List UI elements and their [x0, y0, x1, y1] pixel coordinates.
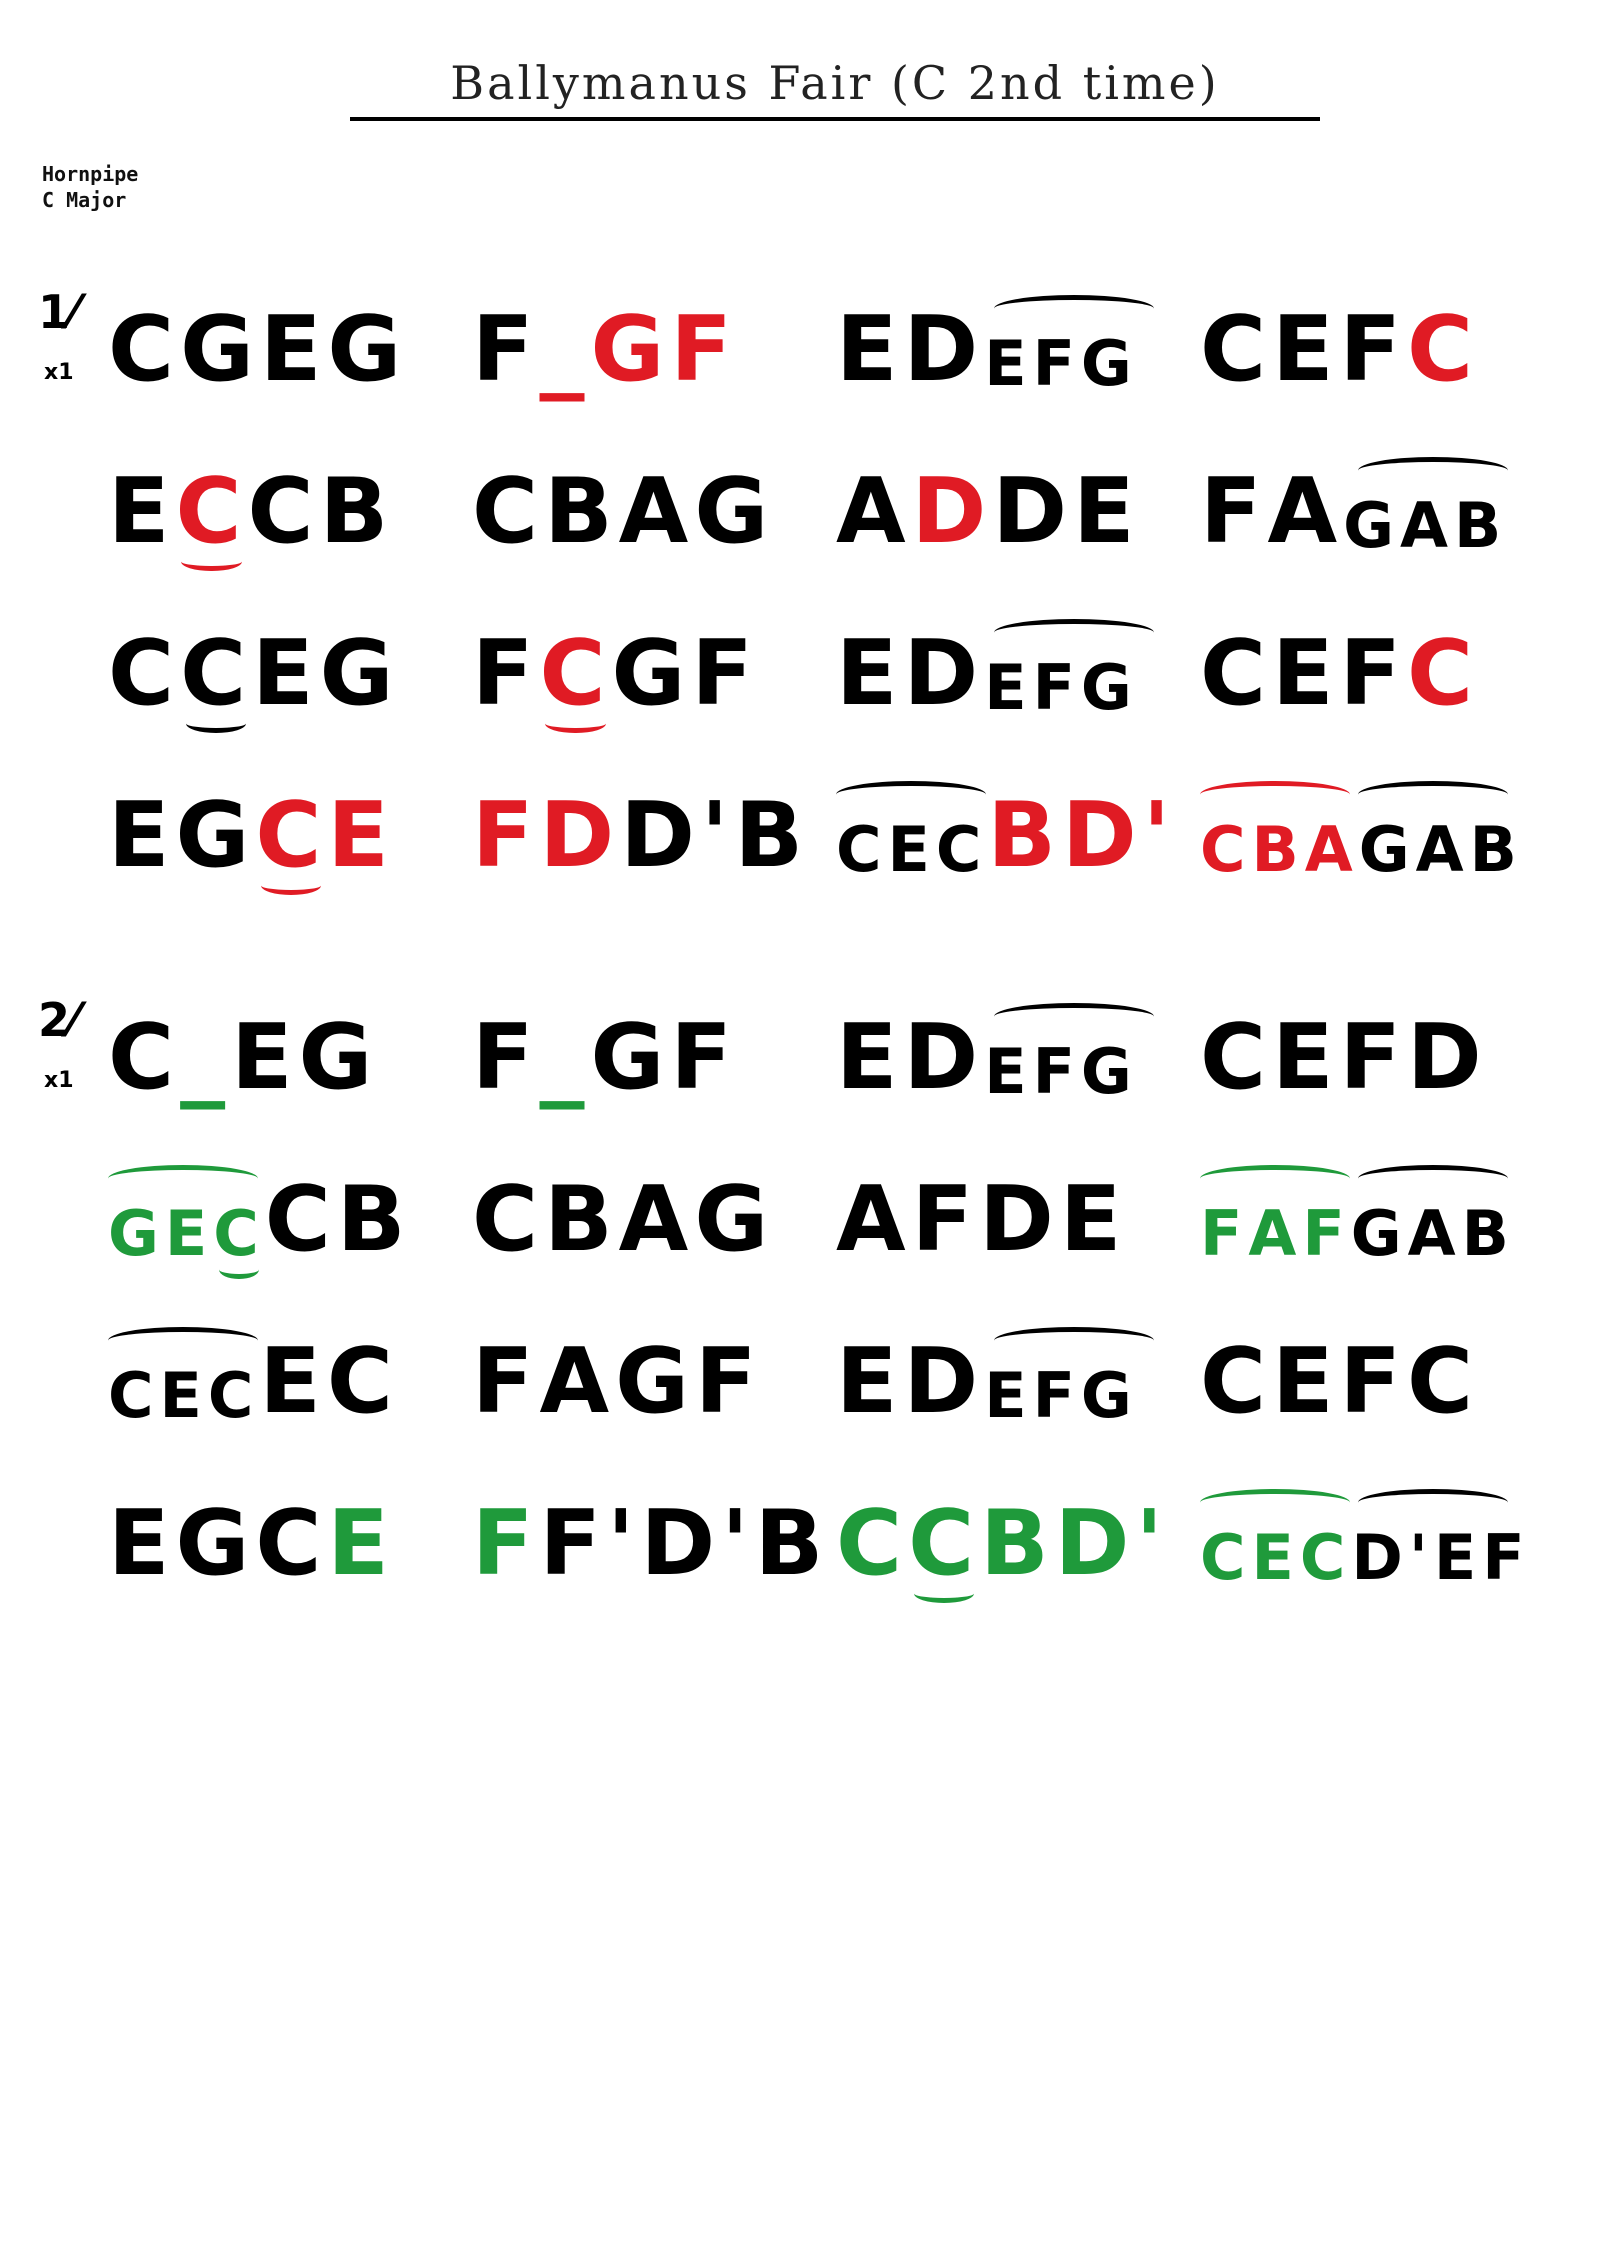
slur-mark	[1200, 781, 1350, 808]
part-number: 2⁄	[38, 993, 78, 1047]
bar: C E C B D'	[836, 781, 1177, 888]
slur-mark	[994, 1003, 1154, 1030]
slur-mark	[1358, 1165, 1508, 1192]
slur-mark	[1200, 1489, 1350, 1516]
slur-mark	[1358, 781, 1508, 808]
part-number: 1⁄	[38, 285, 78, 339]
page-title: Ballymanus Fair (C 2nd time)	[450, 56, 1220, 110]
bar: F D D' B	[472, 783, 810, 888]
slur-mark	[1358, 457, 1508, 484]
tune-type: Hornpipe	[42, 162, 139, 186]
tune-key: C Major	[42, 188, 127, 212]
slur-mark	[108, 1165, 258, 1192]
slur-mark	[994, 1327, 1154, 1354]
slur-mark	[994, 295, 1154, 322]
slur-mark	[108, 1327, 258, 1354]
title-underline	[350, 117, 1320, 121]
bar: F F' D' B	[472, 1491, 830, 1596]
bar: C E C D' E F	[1200, 1479, 1531, 1589]
part-repeat: x1	[44, 360, 74, 385]
bar: F _ G F	[472, 1005, 738, 1110]
bar: C C B D'	[836, 1479, 1169, 1603]
part-repeat: x1	[44, 1068, 74, 1093]
slur-mark	[836, 781, 986, 808]
bar: C _ E G	[108, 1005, 379, 1110]
bar: F _ G F	[472, 297, 738, 402]
slur-mark	[994, 619, 1154, 646]
slur-mark	[1358, 1489, 1508, 1516]
slur-mark	[1200, 1165, 1350, 1192]
